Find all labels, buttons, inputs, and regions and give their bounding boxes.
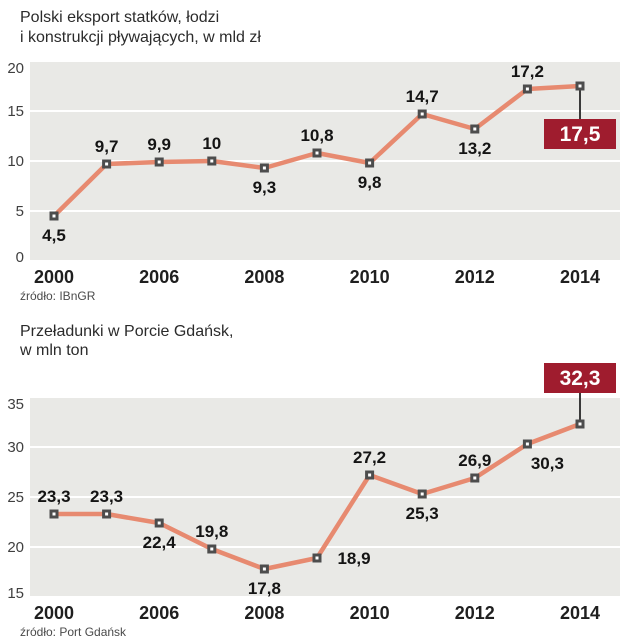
highlight-badge-label: 17,5	[560, 123, 601, 146]
x-tick-label: 2006	[139, 603, 179, 623]
chart-title-line1: Polski eksport statków, łodzi	[20, 9, 220, 26]
data-point-center	[210, 159, 214, 163]
value-label: 25,3	[406, 504, 439, 523]
y-tick-label: 0	[16, 249, 24, 266]
data-point-center	[262, 166, 266, 170]
value-label: 18,9	[337, 549, 370, 568]
x-tick-label: 2012	[455, 267, 495, 287]
chart-block-gdansk-port: Przeładunki w Porcie Gdańsk, w mln ton 1…	[0, 304, 628, 640]
highlight-badge	[544, 362, 616, 393]
y-tick-label: 20	[7, 539, 24, 556]
value-label: 13,2	[458, 139, 491, 158]
x-tick-label: 2012	[455, 603, 495, 623]
highlight-badge-label: 32,3	[560, 367, 601, 390]
chart-title-line2: i konstrukcji pływających, w mld zł	[20, 28, 261, 46]
value-label: 9,3	[253, 178, 277, 197]
data-point-center	[52, 512, 56, 516]
chart-source-ibngr: źródło: IBnGR	[20, 289, 96, 304]
value-label: 30,3	[531, 454, 564, 473]
chart-source-port-gdansk: źródło: Port Gdańsk	[20, 624, 127, 639]
value-label: 22,4	[143, 533, 177, 552]
x-tick-label: 2006	[139, 267, 179, 287]
data-point-center	[262, 567, 266, 571]
x-tick-label: 2014	[560, 267, 600, 287]
value-label: 17,8	[248, 579, 281, 598]
value-label: 10,8	[300, 126, 333, 145]
x-tick-label: 2008	[244, 603, 284, 623]
data-point-center	[473, 127, 477, 131]
value-label: 23,3	[90, 487, 123, 506]
value-label: 9,8	[358, 173, 382, 192]
gdansk-port-line-chart: 15 20 25 30 35 32,3 23,3 23,3 22,4 19,8 17,8 18,9 27…	[7, 362, 620, 623]
data-point-center	[525, 87, 529, 91]
y-tick-label: 25	[7, 489, 24, 506]
y-tick-label: 5	[16, 203, 24, 220]
x-tick-label: 2008	[244, 267, 284, 287]
value-label: 17,2	[511, 62, 544, 81]
value-label: 14,7	[406, 87, 439, 106]
value-label: 9,7	[95, 137, 119, 156]
x-tick-label: 2014	[560, 603, 600, 623]
data-point-center	[105, 162, 109, 166]
y-tick-label: 15	[7, 585, 24, 602]
y-tick-label: 15	[7, 103, 24, 120]
data-point-center	[578, 84, 582, 88]
x-tick-label: 2010	[350, 603, 390, 623]
data-point-center	[157, 160, 161, 164]
data-point-center	[52, 214, 56, 218]
chart-title-gdansk-port: Przeładunki w Porcie Gdańsk, w mln ton	[0, 304, 628, 361]
chart-title-line1: Przeładunki w Porcie Gdańsk,	[20, 322, 234, 340]
data-point-center	[315, 556, 319, 560]
y-tick-label: 20	[7, 60, 24, 77]
data-point-center	[157, 521, 161, 525]
value-label: 4,5	[42, 226, 66, 245]
x-tick-label: 2000	[34, 603, 74, 623]
chart-title-ship-exports: Polski eksport statków, łodzi i konstruk…	[0, 0, 628, 55]
value-label: 23,3	[37, 487, 70, 506]
data-point-center	[368, 473, 372, 477]
data-point-center	[525, 442, 529, 446]
y-tick-label: 10	[7, 153, 24, 170]
data-point-center	[578, 422, 582, 426]
value-label: 19,8	[195, 522, 228, 541]
x-tick-label: 2000	[34, 267, 74, 287]
y-tick-label: 30	[7, 439, 24, 456]
data-point-center	[420, 492, 424, 496]
y-tick-label: 35	[7, 396, 24, 413]
ship-exports-line-chart: 0 5 10 15 20 17,5 4,5 9,7 9,9 10 9,3 10,8 9,8 14,7 13,…	[7, 60, 620, 287]
value-label: 10	[202, 134, 221, 153]
data-point-center	[368, 161, 372, 165]
value-label: 26,9	[458, 451, 491, 470]
data-point-center	[105, 512, 109, 516]
chart-title-line2: w mln ton	[20, 342, 89, 360]
data-point-center	[420, 112, 424, 116]
x-tick-label: 2010	[350, 267, 390, 287]
value-label: 27,2	[353, 448, 386, 467]
data-point-center	[473, 476, 477, 480]
data-point-center	[210, 547, 214, 551]
data-point-center	[315, 151, 319, 155]
value-label: 9,9	[147, 135, 171, 154]
highlight-badge	[544, 119, 616, 150]
chart-block-ship-exports: Polski eksport statków, łodzi i konstruk…	[0, 0, 628, 304]
